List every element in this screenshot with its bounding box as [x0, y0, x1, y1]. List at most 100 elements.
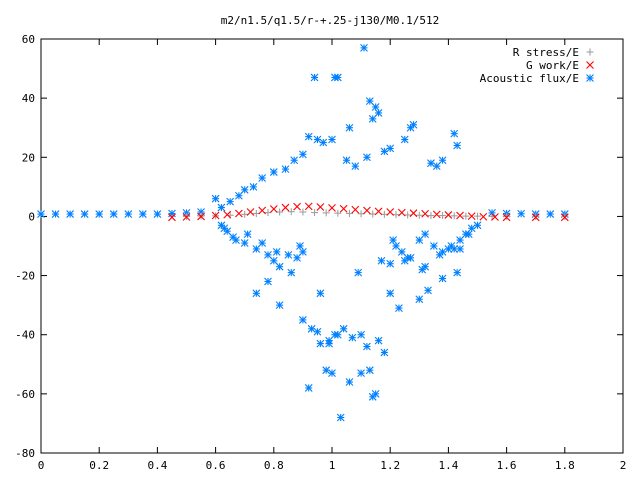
y-tick-label: 60 — [22, 33, 35, 46]
data-point — [400, 135, 409, 144]
data-point — [287, 208, 295, 216]
data-point — [456, 236, 464, 244]
data-series — [37, 43, 569, 422]
data-point — [546, 210, 555, 218]
data-point — [453, 141, 462, 150]
data-point — [124, 210, 133, 218]
data-point — [240, 185, 249, 194]
data-point — [406, 253, 415, 262]
data-point — [258, 239, 267, 247]
data-point — [488, 208, 496, 217]
data-point — [331, 330, 339, 339]
y-tick-label: 0 — [28, 210, 35, 223]
data-point — [109, 210, 118, 218]
data-point — [374, 109, 383, 117]
data-point — [153, 210, 162, 218]
data-point — [351, 205, 360, 214]
data-point — [275, 301, 284, 310]
data-point — [406, 123, 415, 132]
data-point — [432, 210, 441, 219]
data-point — [299, 150, 307, 159]
data-point — [409, 209, 418, 218]
data-point — [182, 213, 191, 221]
data-point — [415, 236, 424, 244]
data-point — [345, 209, 353, 217]
data-point — [290, 156, 299, 165]
data-point — [296, 242, 304, 250]
data-point — [258, 174, 267, 182]
data-point — [386, 208, 395, 216]
data-point — [427, 212, 435, 220]
data-point — [462, 212, 470, 220]
data-point — [80, 210, 89, 218]
x-tick-label: 1.4 — [438, 459, 458, 472]
y-tick-label: -40 — [15, 329, 35, 342]
data-point — [339, 324, 348, 333]
data-point — [264, 209, 272, 217]
data-point — [374, 207, 383, 216]
data-point — [360, 43, 368, 52]
data-point — [561, 212, 569, 220]
data-point — [299, 316, 307, 324]
data-point — [357, 330, 365, 339]
data-point — [95, 210, 104, 218]
data-point — [304, 202, 313, 211]
data-point — [474, 212, 481, 220]
x-tick-label: 0.4 — [147, 459, 167, 472]
data-point — [325, 339, 333, 348]
data-point — [168, 209, 176, 218]
data-point — [450, 245, 459, 253]
data-point — [397, 208, 406, 217]
data-point — [293, 202, 301, 211]
data-point — [363, 342, 371, 351]
plot-frame — [40, 38, 624, 454]
x-tick-label: 1.2 — [380, 459, 400, 472]
data-point — [339, 204, 348, 213]
x-tick-label: 0.8 — [264, 459, 284, 472]
data-point — [299, 208, 307, 216]
x-tick-label: 0.2 — [89, 459, 109, 472]
data-point — [220, 224, 229, 233]
data-point — [429, 242, 438, 250]
data-point — [342, 156, 351, 165]
data-point — [316, 203, 325, 211]
x-tick-label: 2 — [620, 459, 627, 472]
data-point — [427, 159, 435, 168]
data-point — [249, 182, 258, 191]
data-point — [369, 210, 377, 218]
data-point — [234, 209, 243, 218]
data-point — [313, 327, 322, 336]
data-point — [397, 248, 406, 256]
data-point — [281, 203, 290, 212]
data-point — [374, 336, 383, 345]
data-point — [517, 209, 526, 218]
x-tick-label: 0.6 — [206, 459, 226, 472]
data-point — [272, 248, 281, 256]
data-point — [232, 236, 240, 244]
data-point — [438, 156, 447, 165]
data-point — [453, 268, 462, 277]
data-point — [246, 208, 255, 216]
data-point — [386, 144, 395, 153]
series-cross — [168, 202, 569, 222]
x-tick-label: 1.6 — [497, 459, 517, 472]
data-point — [365, 97, 374, 105]
data-point — [368, 114, 377, 123]
data-point — [479, 212, 488, 221]
data-point — [240, 239, 249, 247]
y-tick-label: 40 — [22, 92, 35, 105]
data-point — [252, 289, 261, 298]
data-point — [532, 212, 540, 220]
data-point — [168, 213, 176, 222]
data-point — [415, 211, 423, 219]
data-point — [37, 210, 45, 218]
data-point — [456, 245, 464, 253]
data-point — [345, 378, 354, 386]
data-point — [211, 211, 220, 220]
data-point — [467, 212, 476, 221]
data-point — [380, 147, 389, 156]
data-point — [333, 73, 342, 82]
data-point — [258, 206, 267, 215]
